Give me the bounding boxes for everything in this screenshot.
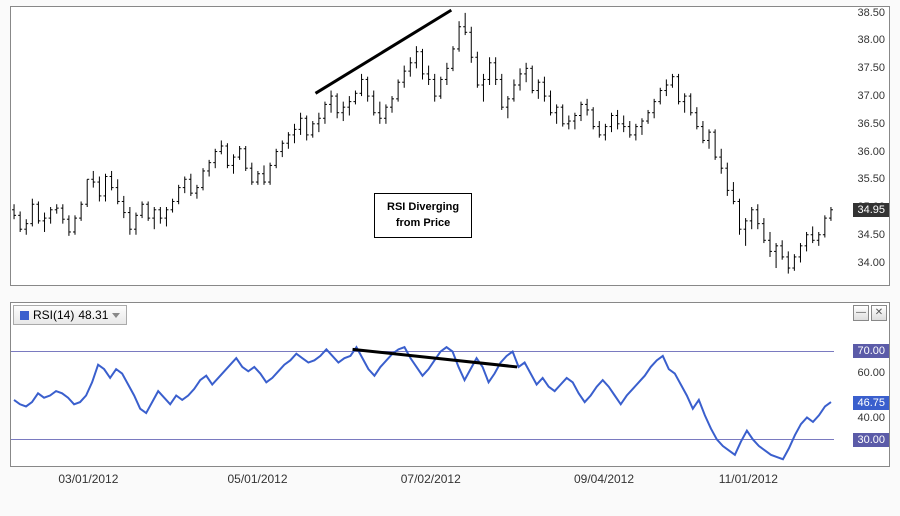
rsi-band-marker: 30.00 [853,433,889,447]
price-ytick: 38.00 [857,34,885,46]
chart-container: RSI Diverging from Price 34.0034.5035.00… [0,0,900,516]
rsi-ytick: 40.00 [857,412,885,424]
x-axis: 03/01/2012 05/01/2012 07/02/2012 09/04/2012… [10,468,835,508]
annotation-line1: RSI Diverging [387,200,459,215]
x-tick: 05/01/2012 [227,472,287,486]
current-price-marker: 34.95 [853,203,889,217]
rsi-value-label: 48.31 [78,308,108,322]
rsi-current-marker: 46.75 [853,396,889,410]
x-tick: 11/01/2012 [719,472,778,486]
rsi-panel: RSI(14) 48.31 — ✕ 40.00 60.00 30.00 70.00 46… [10,302,890,467]
price-ytick: 37.00 [857,90,885,102]
price-ytick: 34.50 [857,229,885,241]
annotation-line2: from Price [387,216,459,231]
price-y-axis: 34.0034.5035.0035.5036.0036.5037.0037.50… [834,7,889,285]
rsi-y-axis: 40.00 60.00 30.00 70.00 46.75 [834,325,889,466]
rsi-ytick: 60.00 [857,367,885,379]
price-ytick: 36.50 [857,118,885,130]
close-button[interactable]: ✕ [871,305,887,321]
rsi-chart-area[interactable] [11,325,834,466]
x-tick: 07/02/2012 [401,472,461,486]
price-ytick: 35.50 [857,173,885,185]
price-chart-area[interactable]: RSI Diverging from Price [11,7,834,285]
price-ytick: 36.00 [857,146,885,158]
divergence-annotation: RSI Diverging from Price [374,193,472,238]
rsi-svg [11,325,834,466]
price-ytick: 37.50 [857,62,885,74]
price-svg [11,7,834,285]
price-ytick: 38.50 [857,7,885,19]
x-tick: 09/04/2012 [574,472,634,486]
x-tick: 03/01/2012 [58,472,118,486]
rsi-indicator-header[interactable]: RSI(14) 48.31 [13,305,127,325]
rsi-panel-controls: — ✕ [853,305,887,321]
dropdown-icon [112,313,120,318]
rsi-band-marker: 70.00 [853,344,889,358]
rsi-name: RSI(14) [33,308,74,322]
price-panel: RSI Diverging from Price 34.0034.5035.00… [10,6,890,286]
minimize-button[interactable]: — [853,305,869,321]
price-ytick: 34.00 [857,257,885,269]
rsi-color-swatch [20,311,29,320]
